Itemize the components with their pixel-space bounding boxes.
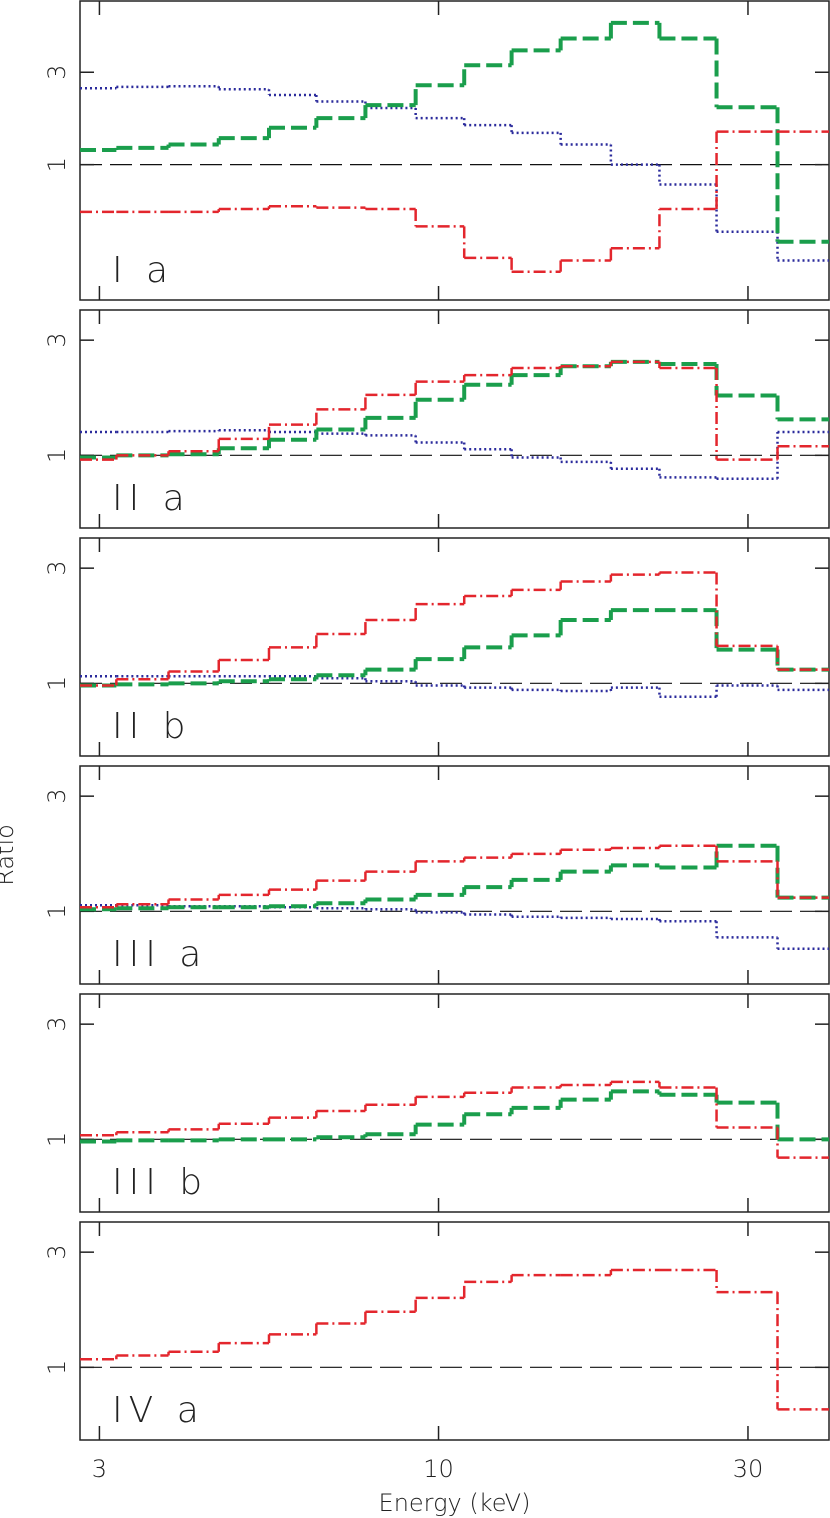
x-tick-label: 30 xyxy=(733,1455,764,1483)
y-tick-label: 3 xyxy=(43,1245,71,1260)
panel-label: IV a xyxy=(112,1390,205,1431)
y-tick-label: 1 xyxy=(43,904,71,919)
y-tick-label: 3 xyxy=(43,561,71,576)
panel-label: III b xyxy=(112,1162,208,1203)
panel-frame xyxy=(79,765,830,985)
y-tick-label: 3 xyxy=(43,789,71,804)
x-tick-label: 10 xyxy=(423,1455,454,1483)
y-tick-label: 1 xyxy=(43,448,71,463)
panel-label: II a xyxy=(112,478,191,519)
y-tick-label: 1 xyxy=(43,157,71,172)
y-tick-label: 3 xyxy=(43,65,71,80)
y-tick-label: 3 xyxy=(43,1017,71,1032)
panel-frame xyxy=(79,537,830,757)
panel-label: III a xyxy=(112,934,207,975)
y-tick-label: 1 xyxy=(43,1360,71,1375)
x-tick-label: 3 xyxy=(92,1455,107,1483)
y-axis-label: Ratio xyxy=(0,824,19,886)
panel-frame xyxy=(79,1221,830,1441)
y-tick-label: 1 xyxy=(43,1132,71,1147)
y-tick-label: 3 xyxy=(43,333,71,348)
panel-label: I a xyxy=(112,250,174,291)
panel-label: II b xyxy=(112,706,192,747)
x-axis-label: Energy (keV) xyxy=(379,1489,531,1517)
y-tick-label: 1 xyxy=(43,676,71,691)
panel-frame xyxy=(79,993,830,1213)
